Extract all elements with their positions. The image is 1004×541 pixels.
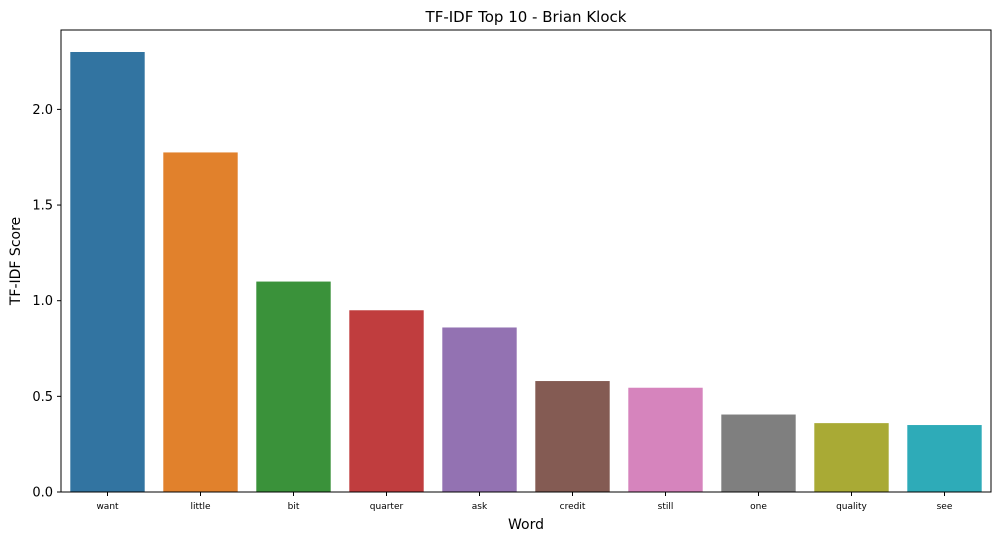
bar-quality	[814, 423, 889, 492]
y-axis: 0.0 0.5 1.0 1.5 2.0	[32, 103, 61, 501]
x-tick-label: quarter	[370, 502, 404, 512]
plot-frame	[60, 29, 992, 493]
x-tick-label: ask	[472, 502, 488, 512]
x-axis: want little bit quarter ask credit still one qua…	[96, 492, 953, 512]
x-tick-label: bit	[288, 502, 300, 512]
bar-want	[70, 52, 145, 492]
chart-title: TF-IDF Top 10 - Brian Klock	[425, 8, 627, 26]
x-tick-label: little	[190, 502, 211, 512]
x-tick-label: still	[658, 502, 674, 512]
bar-still	[628, 387, 703, 492]
y-tick-label: 0.5	[32, 390, 53, 405]
x-tick-label: see	[937, 502, 953, 512]
x-tick-label: one	[750, 502, 767, 512]
y-axis-title: TF-IDF Score	[8, 217, 24, 306]
bars-group	[70, 52, 982, 492]
bar-see	[907, 425, 982, 492]
y-tick-label: 1.0	[32, 294, 53, 309]
bar-one	[721, 414, 796, 492]
bar-quarter	[349, 310, 424, 492]
y-tick-label: 0.0	[32, 486, 53, 501]
x-tick-label: credit	[560, 502, 586, 512]
y-tick-label: 1.5	[32, 199, 53, 214]
bar-little	[163, 152, 238, 492]
x-axis-title: Word	[508, 517, 544, 533]
x-tick-label: want	[96, 502, 119, 512]
y-tick-label: 2.0	[32, 103, 53, 118]
bar-bit	[256, 281, 331, 492]
x-tick-label: quality	[836, 502, 867, 512]
bar-ask	[442, 327, 517, 492]
bar-credit	[535, 381, 610, 492]
